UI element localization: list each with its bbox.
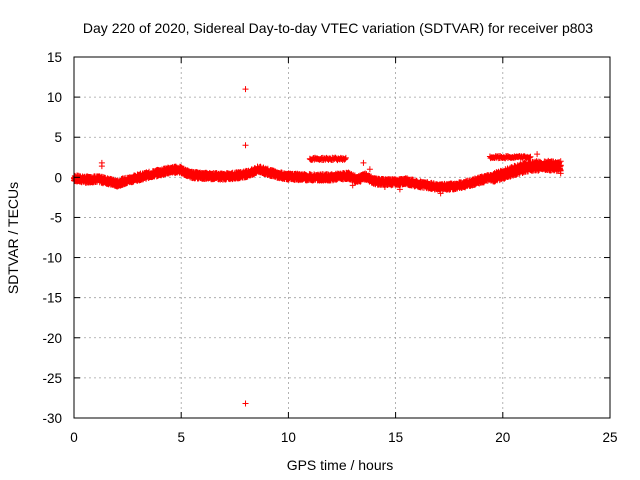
chart-title: Day 220 of 2020, Sidereal Day-to-day VTE… <box>83 20 593 36</box>
x-tick-label: 20 <box>495 430 510 445</box>
y-tick-label: -10 <box>42 251 62 266</box>
y-axis-label: SDTVAR / TECUs <box>5 182 21 294</box>
y-tick-label: -30 <box>42 411 62 426</box>
y-tick-label: 5 <box>54 130 62 145</box>
data-point <box>242 86 249 93</box>
data-point <box>366 166 373 173</box>
x-tick-label: 0 <box>70 430 78 445</box>
y-tick-label: -25 <box>42 371 62 386</box>
y-tick-label: -15 <box>42 291 62 306</box>
y-tick-label: -20 <box>42 331 62 346</box>
x-tick-label: 15 <box>388 430 403 445</box>
plot-frame <box>73 56 611 419</box>
x-axis-label: GPS time / hours <box>287 457 394 473</box>
data-point <box>242 400 249 407</box>
x-tick-label: 10 <box>281 430 296 445</box>
axis-ticks: 0 5 10 15 20 25 15 10 5 0 -5 -10 -15 -20 -25 -30 <box>42 50 617 445</box>
y-tick-label: 10 <box>47 90 62 105</box>
data-point <box>98 163 105 170</box>
data-point <box>242 142 249 149</box>
x-tick-label: 5 <box>177 430 185 445</box>
x-tick-label: 25 <box>602 430 617 445</box>
grid-lines <box>74 57 610 418</box>
y-tick-label: 15 <box>47 50 62 65</box>
data-point <box>360 159 367 166</box>
data-points <box>71 86 564 407</box>
y-tick-label: -5 <box>50 210 62 225</box>
y-tick-label: 0 <box>54 170 62 185</box>
data-point <box>534 151 541 158</box>
